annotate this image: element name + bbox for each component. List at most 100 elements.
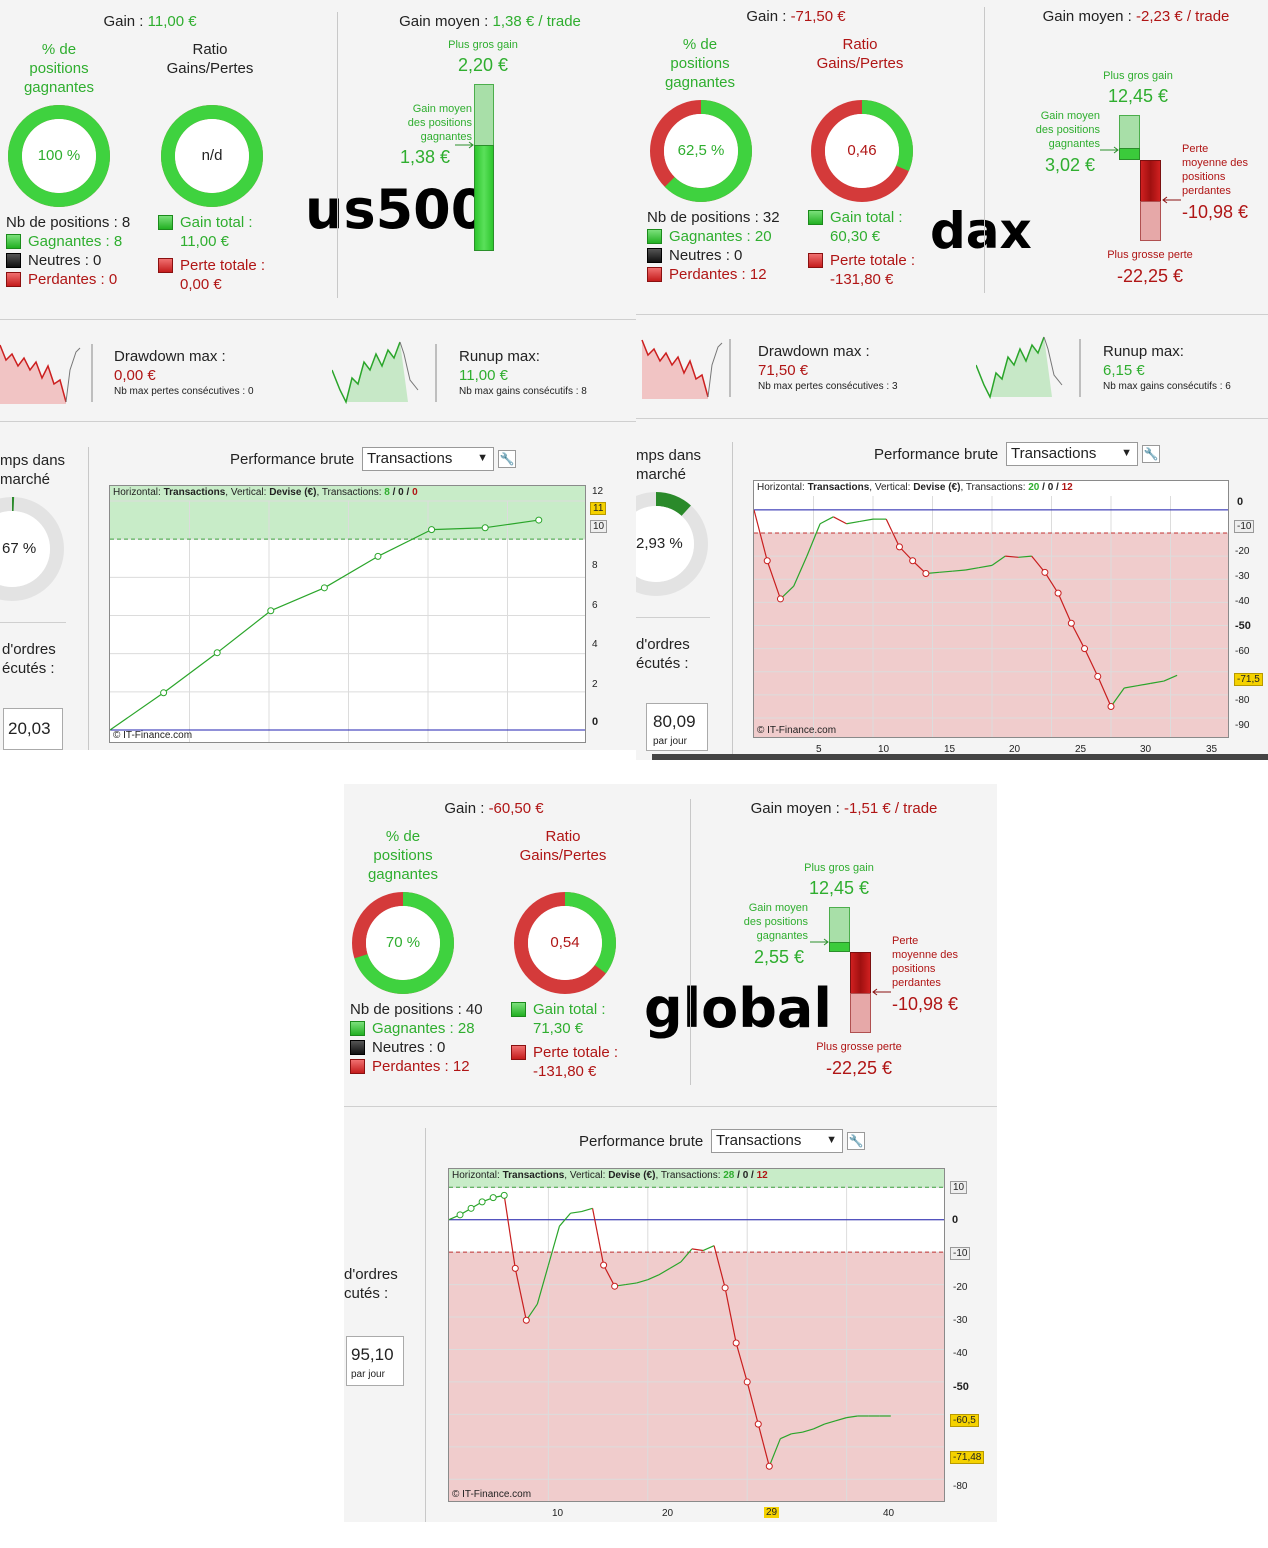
data-point [611,1282,619,1290]
ratio-donut [811,100,913,202]
wrench-icon[interactable]: 🔧 [498,450,516,468]
pct-title: % de positions gagnantes [664,36,736,91]
data-point [428,526,436,534]
series-segment [110,692,164,731]
data-point [763,557,771,565]
series-segment [1124,685,1138,689]
ordres-sub: par jour [351,1369,385,1380]
runup-label: Runup max: [459,348,540,365]
gain-total-swatch [511,1002,526,1017]
divider [984,7,985,293]
divider [0,622,66,623]
chart-header: Horizontal: Transactions, Vertical: Devi… [754,481,1228,494]
plus-gros-gain-label: Plus gros gain [448,39,518,51]
plus-gros-gain-value: 12,45 € [808,878,870,898]
perf-select[interactable]: Transactions ▼ [362,447,494,471]
data-point [1054,589,1062,597]
us500-panel: Gain : 11,00 € % de positions gagnantes 10… [0,0,636,750]
series-segment [603,1264,616,1287]
ratio-title: Ratio Gains/Pertes [519,828,607,864]
perf-select-value: Transactions [1011,445,1097,462]
ordres-box: 20,03 [3,708,63,750]
series-segment [658,1267,671,1276]
ordres-label: d'ordres cutés : [344,1266,398,1302]
data-point [456,1211,464,1219]
arrow-icon [1100,146,1119,154]
perf-select[interactable]: Transactions ▼ [1006,442,1138,466]
dax-label: dax [930,202,1032,260]
wrench-icon[interactable]: 🔧 [847,1132,865,1150]
perte-moyenne-label: Perte moyenne des positions perdantes [892,935,959,989]
loss-bar-lower [1140,201,1161,241]
perdantes-count: Perdantes : 12 [669,266,767,283]
pct-donut [8,105,110,207]
scrollbar[interactable] [652,754,1268,760]
series-segment [1070,622,1086,649]
chevron-down-icon: ▼ [1121,447,1132,459]
gain-total-value: 11,00 € [180,233,229,250]
temps-label: mps dans marché [0,452,66,488]
y-tick: -80 [953,1481,968,1492]
y-tick: 12 [592,486,604,497]
perf-chart-svg [754,496,1228,737]
series-segment [793,555,808,587]
gain-moyen-pos-label: Gain moyen des positions gagnantes [1035,110,1100,150]
series-segment [806,523,821,557]
pct-value: 100 % [37,147,81,164]
data-point [522,1316,530,1324]
gain-summary: Gain : 11,00 € [103,13,197,30]
data-point [732,1339,740,1347]
gain-total-swatch [808,210,823,225]
y-badge: -71,5 [1234,673,1263,686]
loss-bar-upper [1140,160,1161,202]
gagnantes-swatch [6,234,21,249]
series-segment [791,1431,803,1435]
gain-moyen-pos-value: 2,55 € [754,947,805,967]
y-badge: -60,5 [950,1414,979,1427]
global-panel: Gain : -60,50 € % de positions gagnantes 7… [344,784,997,1522]
data-point [1094,672,1102,680]
series-segment [859,518,874,523]
perdantes-count: Perdantes : 0 [28,271,118,288]
global-label: global [644,977,832,1040]
gain-total-label: Gain total : [180,214,253,231]
x-tick-highlight: 29 [764,1507,780,1518]
y-tick: 8 [592,560,598,571]
gain-moyen: Gain moyen : 1,38 € / trade [399,13,581,30]
perte-totale-swatch [808,253,823,268]
data-point [922,569,930,577]
data-point [895,543,903,551]
series-segment [939,570,953,573]
series-segment [746,1381,759,1425]
data-point [765,1462,773,1470]
wrench-icon[interactable]: 🔧 [1142,445,1160,463]
series-segment [377,529,432,557]
series-segment [547,1226,561,1266]
gain-bar-lower [474,145,494,251]
series-segment [691,1248,704,1252]
plus-grosse-perte-label: Plus grosse perte [1107,249,1193,261]
perdantes-count: Perdantes : 12 [372,1058,470,1075]
gagnantes-swatch [647,229,662,244]
ratio-value: 0,46 [847,142,877,159]
perf-label: Performance brute [230,451,355,468]
series-segment [885,518,900,548]
temps-value: 67 % [2,540,37,557]
perte-moyenne-value: -10,98 € [1182,202,1249,222]
series-segment [536,1264,549,1305]
runup-sparkline [976,336,1081,399]
gain-bar-lower [1119,148,1140,160]
series-segment [846,1415,858,1419]
gain-total-swatch [158,215,173,230]
ratio-title: Ratio Gains/Pertes [166,41,254,77]
pct-donut-fg [8,105,110,207]
perf-select[interactable]: Transactions ▼ [711,1129,843,1153]
divider [0,421,636,422]
series-segment [1057,592,1072,624]
arrow-icon [810,938,829,946]
perte-totale-value: -131,80 € [830,271,894,288]
perte-totale-swatch [511,1045,526,1060]
y-tick: -10 [1234,520,1255,533]
plus-grosse-perte-label: Plus grosse perte [816,1041,902,1053]
ordres-label: d'ordres écutés : [636,636,690,672]
